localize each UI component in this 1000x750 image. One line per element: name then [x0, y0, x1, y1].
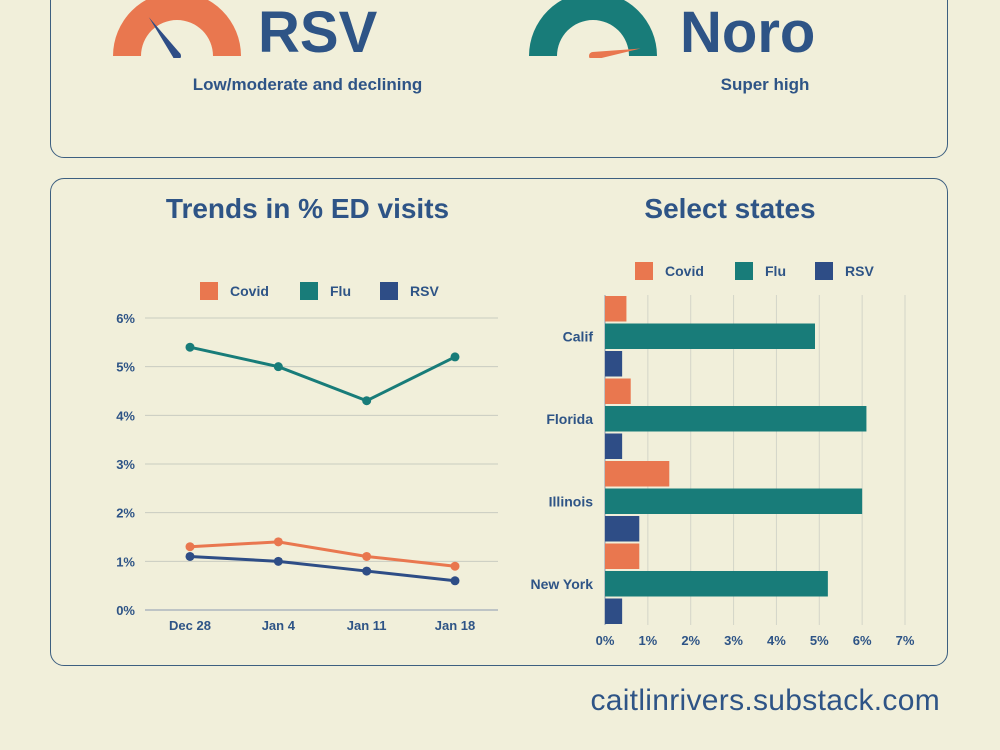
legend-label-flu: Flu	[765, 263, 786, 279]
series-line-covid	[189, 540, 456, 568]
status-panel	[50, 0, 948, 158]
y-tick-label: 6%	[116, 311, 135, 326]
bar-flu	[605, 488, 863, 514]
charts-panel	[50, 178, 948, 666]
category-label: Florida	[546, 411, 593, 427]
y-tick-label: 4%	[116, 408, 135, 423]
noro-gauge	[528, 0, 658, 60]
x-tick-label: Dec 28	[169, 618, 211, 633]
bar-chart-title: Select states	[644, 193, 816, 224]
data-point-flu	[362, 396, 372, 406]
rsv-gauge-dial	[113, 0, 241, 60]
x-tick-label: 1%	[638, 633, 657, 648]
x-tick-label: 2%	[681, 633, 700, 648]
bar-chart: Covid Flu RSV 0% 1% 2% 3% 4% 5% 6% 7% Calif Florida I…	[530, 262, 915, 648]
legend-label-rsv: RSV	[410, 283, 439, 299]
data-point-covid	[450, 561, 460, 571]
legend-label-flu: Flu	[330, 283, 351, 299]
gauge-arc	[113, 0, 241, 56]
bar-rsv	[605, 598, 623, 624]
data-point-flu	[450, 352, 460, 362]
line-chart: Covid Flu RSV 0% 1% 2% 3% 4% 5% 6% Dec 28 Jan 4 Jan …	[116, 282, 498, 633]
legend-swatch-covid	[635, 262, 653, 280]
legend-swatch-flu	[735, 262, 753, 280]
data-point-rsv	[450, 576, 460, 586]
legend-label-covid: Covid	[665, 263, 704, 279]
x-tick-label: 5%	[810, 633, 829, 648]
data-point-flu	[273, 362, 283, 372]
noro-gauge-dial	[529, 0, 657, 60]
bar-covid	[605, 461, 670, 487]
x-tick-label: Jan 18	[435, 618, 475, 633]
bar-covid	[605, 378, 631, 404]
gauge-arc	[529, 0, 657, 56]
y-tick-label: 2%	[116, 506, 135, 521]
legend-swatch-covid	[200, 282, 218, 300]
noro-gauge-title: Noro	[680, 0, 816, 65]
bar-flu	[605, 323, 815, 349]
rsv-gauge-title: RSV	[258, 0, 378, 65]
x-tick-label: 0%	[596, 633, 615, 648]
x-tick-label: Jan 4	[262, 618, 296, 633]
bar-rsv	[605, 516, 640, 542]
legend-label-rsv: RSV	[845, 263, 874, 279]
legend-swatch-flu	[300, 282, 318, 300]
series-line-flu	[189, 345, 456, 403]
data-point-flu	[185, 342, 195, 352]
y-tick-label: 1%	[116, 554, 135, 569]
bar-covid	[605, 296, 627, 322]
y-tick-label: 0%	[116, 603, 135, 618]
rsv-gauge-status: Low/moderate and declining	[192, 75, 423, 94]
y-tick-label: 3%	[116, 457, 135, 472]
bar-flu	[605, 571, 828, 597]
gauge-needle	[592, 48, 641, 60]
bar-rsv	[605, 351, 623, 377]
y-tick-label: 5%	[116, 360, 135, 375]
data-point-rsv	[185, 551, 195, 561]
footer-url[interactable]: caitlinrivers.substack.com	[590, 684, 940, 717]
legend-swatch-rsv	[815, 262, 833, 280]
noro-gauge-status: Super high	[720, 75, 810, 94]
data-point-rsv	[273, 556, 283, 566]
x-tick-label: 3%	[724, 633, 743, 648]
data-point-covid	[273, 537, 283, 547]
gauge-needle	[148, 17, 181, 59]
x-tick-label: 4%	[767, 633, 786, 648]
line-chart-title: Trends in % ED visits	[165, 193, 450, 224]
bar-rsv	[605, 433, 623, 459]
bar-flu	[605, 406, 867, 432]
legend-swatch-rsv	[380, 282, 398, 300]
data-point-covid	[185, 542, 195, 552]
x-tick-label: 6%	[853, 633, 872, 648]
x-tick-label: 7%	[896, 633, 915, 648]
legend-label-covid: Covid	[230, 283, 269, 299]
data-point-covid	[362, 551, 372, 561]
rsv-gauge	[112, 0, 242, 60]
series-line-rsv	[189, 554, 456, 583]
x-tick-label: Jan 11	[347, 618, 387, 633]
category-label: Illinois	[549, 493, 594, 509]
data-point-rsv	[362, 566, 372, 576]
category-label: Calif	[563, 328, 594, 344]
bar-covid	[605, 543, 640, 569]
category-label: New York	[530, 576, 593, 592]
